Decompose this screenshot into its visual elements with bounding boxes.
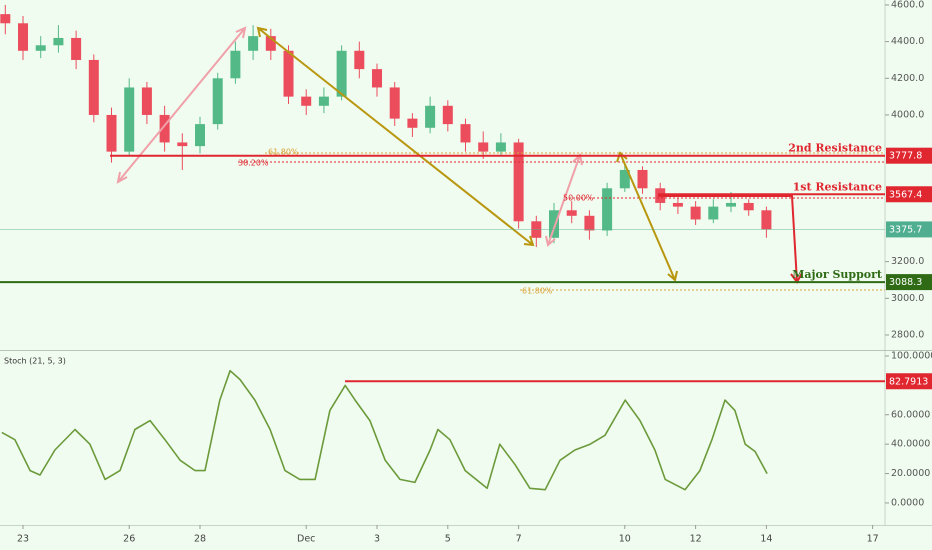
x-tick-label: 23 bbox=[17, 534, 29, 545]
arrow bbox=[256, 26, 535, 247]
x-tick-label: 17 bbox=[867, 534, 879, 545]
level-label: 3567.4 bbox=[889, 189, 922, 200]
candle-body bbox=[301, 96, 312, 106]
fib-label: 61.80% bbox=[268, 148, 299, 157]
stoch-level-label: 82.7913 bbox=[889, 376, 928, 387]
candle-body bbox=[354, 50, 365, 70]
x-tick-label: Dec bbox=[297, 534, 315, 545]
candle-body bbox=[35, 45, 46, 51]
level-box bbox=[886, 274, 932, 291]
candle-body bbox=[265, 36, 276, 51]
candle-body bbox=[584, 215, 595, 231]
candle-body bbox=[460, 124, 471, 143]
candle-body bbox=[53, 37, 64, 46]
candle-body bbox=[141, 87, 152, 115]
x-tick-label: 12 bbox=[690, 534, 702, 545]
candle-body bbox=[159, 114, 170, 143]
candle-body bbox=[283, 50, 294, 97]
drawings bbox=[116, 26, 885, 291]
y-tick-label: 60.0000 bbox=[891, 409, 930, 420]
candle-body bbox=[106, 114, 117, 152]
candle-body bbox=[230, 50, 241, 79]
candle-body bbox=[389, 87, 400, 119]
y-tick-label: 4200.0 bbox=[891, 73, 924, 84]
candle-body bbox=[71, 37, 82, 60]
y-tick-label: 4000.0 bbox=[891, 109, 924, 120]
candle-body bbox=[212, 78, 223, 125]
candle-body bbox=[336, 50, 347, 97]
candle-body bbox=[18, 23, 29, 51]
level-name: 2nd Resistance bbox=[788, 142, 882, 155]
last-price-label: 3375.7 bbox=[889, 224, 922, 235]
level-name: Major Support bbox=[792, 268, 883, 281]
candle-body bbox=[425, 105, 436, 128]
candle-body bbox=[372, 69, 383, 88]
indicator-title: Stoch (21, 5, 3) bbox=[4, 357, 66, 366]
y-tick-label: 2800.0 bbox=[891, 329, 924, 340]
arrow bbox=[616, 151, 678, 282]
x-tick-label: 14 bbox=[760, 534, 772, 545]
candle-body bbox=[708, 206, 719, 220]
x-tick-label: 5 bbox=[445, 534, 451, 545]
candle-body bbox=[549, 210, 560, 238]
candle-body bbox=[690, 206, 701, 220]
candle-body bbox=[619, 169, 630, 189]
y-tick-label: 3000.0 bbox=[891, 293, 924, 304]
x-tick-label: 10 bbox=[619, 534, 631, 545]
candle-body bbox=[495, 142, 506, 152]
level-name: 1st Resistance bbox=[793, 180, 882, 193]
level-label: 3088.3 bbox=[889, 277, 922, 288]
level-box bbox=[886, 186, 932, 203]
x-tick-label: 3 bbox=[374, 534, 380, 545]
candle-body bbox=[442, 105, 453, 125]
stoch-level-box bbox=[886, 373, 932, 390]
candle-body bbox=[743, 202, 754, 211]
candle-body bbox=[761, 210, 772, 230]
fib-label: 38.20% bbox=[238, 159, 269, 168]
x-tick-label: 26 bbox=[123, 534, 135, 545]
candle-body bbox=[602, 188, 613, 231]
level-box bbox=[886, 147, 932, 164]
x-tick-label: 28 bbox=[194, 534, 206, 545]
candle-body bbox=[195, 124, 206, 147]
x-tick-label: 7 bbox=[516, 534, 522, 545]
y-tick-label: 100.0000 bbox=[891, 350, 932, 361]
candle-body bbox=[513, 142, 524, 222]
level-label: 3777.8 bbox=[889, 151, 922, 162]
y-tick-label: 3200.0 bbox=[891, 256, 924, 267]
candle-body bbox=[248, 36, 259, 51]
stoch-line bbox=[1, 369, 768, 491]
y-tick-label: 40.0000 bbox=[891, 439, 930, 450]
marks bbox=[0, 4, 772, 491]
candle-body bbox=[124, 87, 135, 152]
candle-body bbox=[672, 202, 683, 207]
candle-body bbox=[318, 96, 329, 106]
candle-body bbox=[478, 142, 489, 152]
candle-body bbox=[407, 118, 418, 128]
fib-label: 50.00% bbox=[563, 194, 594, 203]
candle-body bbox=[637, 169, 648, 189]
candle-body bbox=[177, 142, 188, 147]
y-tick-label: 0.0000 bbox=[891, 497, 924, 508]
y-tick-label: 20.0000 bbox=[891, 468, 930, 479]
candle-body bbox=[0, 14, 11, 24]
fib-label: 61.80% bbox=[522, 287, 553, 296]
y-tick-label: 4400.0 bbox=[891, 36, 924, 47]
last-price-box bbox=[886, 221, 932, 238]
y-tick-label: 4600.0 bbox=[891, 0, 924, 10]
candle-body bbox=[88, 59, 99, 115]
candle-body bbox=[726, 202, 737, 207]
candle-body bbox=[566, 210, 577, 216]
